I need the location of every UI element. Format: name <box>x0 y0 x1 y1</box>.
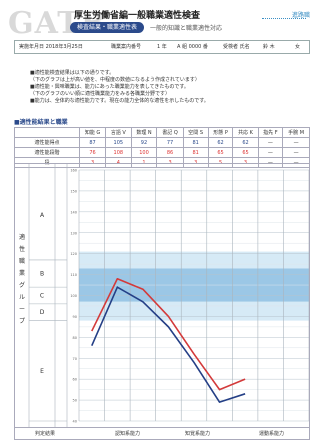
group-label: A <box>40 212 45 219</box>
header-rule-text: 進路職 <box>292 12 311 19</box>
side-label-char: ー <box>19 306 25 313</box>
row-label: 適性能得点 <box>14 137 80 148</box>
y-tick-label: 150 <box>70 189 77 193</box>
side-label-char: 適 <box>19 233 25 241</box>
aptitude-header: 指先 F <box>257 127 284 138</box>
side-label-char: プ <box>19 318 25 325</box>
note-line: ■適性能検査結果は以下の通りです。 <box>30 70 115 76</box>
y-tick-label: 130 <box>70 231 77 235</box>
section-title: ■適性能結果と職業 <box>14 119 68 126</box>
name-label: 受検者 氏名 <box>223 44 250 50</box>
score-cell: 4 <box>105 157 132 168</box>
score-cell: 65 <box>232 147 259 158</box>
side-label-char: 業 <box>19 269 25 277</box>
header-rule <box>262 18 306 20</box>
table-row: 適性能得点 87 105 92 77 81 62 62 — — <box>14 137 310 148</box>
aptitude-header: 空間 S <box>182 127 209 138</box>
examinee-name: 鈴 木 <box>263 44 275 50</box>
table-row: 適性能段階 76 108 100 86 81 65 65 — — <box>14 147 310 158</box>
class-number: A 組 0000 番 <box>177 44 208 50</box>
note-line: ■能力は、全体的な適性能力です。現在の能力全体的な適性を示したものです。 <box>30 98 209 104</box>
aptitude-header: 共応 K <box>232 127 259 138</box>
score-cell: 81 <box>182 147 209 158</box>
score-cell: 3 <box>156 157 184 168</box>
aptitude-table: 知能 G 言語 V 数理 N 書記 Q 空間 S 形態 P 共応 K 指先 F … <box>14 127 310 168</box>
group-label: E <box>40 368 44 375</box>
group-label: B <box>40 271 44 278</box>
aptitude-header: 形態 P <box>207 127 234 138</box>
y-tick-label: 40 <box>73 420 77 424</box>
score-band <box>79 251 309 269</box>
sheet-title: 厚生労働省編一般職業適性検査 <box>74 11 201 21</box>
score-cell: — <box>257 147 284 158</box>
side-label-char: グ <box>19 281 25 289</box>
group-label: D <box>40 309 45 316</box>
gender: 女 <box>295 44 301 50</box>
judgement-label: 判定結果 <box>35 431 56 437</box>
note-line: ■適性能・興味職業は、能力にあった職業能力を表してきたものです。 <box>30 84 189 90</box>
judgement-row: 判定結果 認知系能力 知覚系能力 運動系能力 <box>14 428 310 440</box>
y-tick-label: 100 <box>70 294 77 298</box>
score-cell: 3 <box>182 157 209 168</box>
group-label: C <box>40 293 44 300</box>
table-corner <box>14 127 80 138</box>
y-tick-label: 50 <box>73 399 77 403</box>
score-cell: 65 <box>207 147 234 158</box>
note-line: （下のグラフのいい順に適性職業能力をみる各職業分野です） <box>30 91 171 97</box>
group-caption: 知覚系能力 <box>185 431 211 437</box>
score-cell: — <box>257 137 284 148</box>
score-cell: 3 <box>232 157 259 168</box>
score-cell: 76 <box>78 147 107 158</box>
score-cell: 108 <box>105 147 132 158</box>
aptitude-header: 知能 G <box>78 127 107 138</box>
score-cell: 105 <box>105 137 132 148</box>
y-tick-label: 80 <box>73 336 77 340</box>
examinee-info: 実施年月日 2018年3月25日 職業案内番号 1 年 A 組 0000 番 受… <box>14 40 310 54</box>
exam-date: 実施年月日 2018年3月25日 <box>19 44 83 50</box>
aptitude-header: 書記 Q <box>156 127 184 138</box>
group-caption: 認知系能力 <box>115 431 141 437</box>
score-cell: — <box>282 157 310 168</box>
side-label-char: ル <box>19 294 25 301</box>
score-cell: 100 <box>130 147 158 158</box>
side-label-char: 性 <box>19 245 25 253</box>
sheet-subtitle: 一般的知識と職業適性対応 <box>150 25 223 32</box>
aptitude-header: 言語 V <box>105 127 132 138</box>
score-cell: 81 <box>182 137 209 148</box>
result-pill: 検査結果・職業適性表 <box>70 22 144 33</box>
school-label: 職業案内番号 <box>111 44 142 50</box>
series-line <box>91 277 246 391</box>
notes: ■適性能検査結果は以下の通りです。 （下のグラフは上が高い値を、中程度の数値にな… <box>30 70 310 105</box>
score-cell: 77 <box>156 137 184 148</box>
y-tick-label: 160 <box>70 169 77 173</box>
grade: 1 年 <box>157 44 167 50</box>
score-cell: 62 <box>232 137 259 148</box>
y-tick-label: 90 <box>73 315 77 319</box>
note-line: （下のグラフは上が高い値を、中程度の数値になるよう作成されています） <box>30 77 200 83</box>
table-header-row: 知能 G 言語 V 数理 N 書記 Q 空間 S 形態 P 共応 K 指先 F … <box>14 127 310 138</box>
score-cell: 92 <box>130 137 158 148</box>
score-cell: — <box>282 137 310 148</box>
series-line <box>91 286 246 403</box>
aptitude-header: 数理 N <box>130 127 158 138</box>
score-band <box>79 301 309 321</box>
group-caption: 運動系能力 <box>259 431 285 437</box>
score-cell: 86 <box>156 147 184 158</box>
y-tick-label: 140 <box>70 210 77 214</box>
score-cell: — <box>282 147 310 158</box>
y-tick-label: 110 <box>70 273 77 277</box>
row-label: 適性能段階 <box>14 147 80 158</box>
side-label-char: 職 <box>19 257 25 265</box>
y-tick-label: 70 <box>73 357 77 361</box>
y-tick-label: 60 <box>73 378 77 382</box>
score-cell: 62 <box>207 137 234 148</box>
aptitude-header: 手腕 M <box>282 127 310 138</box>
profile-chart-box: A B C D E 適性職業グループ 160 150 140 130 120 110 100 90 80 70… <box>14 163 310 428</box>
y-tick-label: 120 <box>70 252 77 256</box>
score-cell: 87 <box>78 137 107 148</box>
